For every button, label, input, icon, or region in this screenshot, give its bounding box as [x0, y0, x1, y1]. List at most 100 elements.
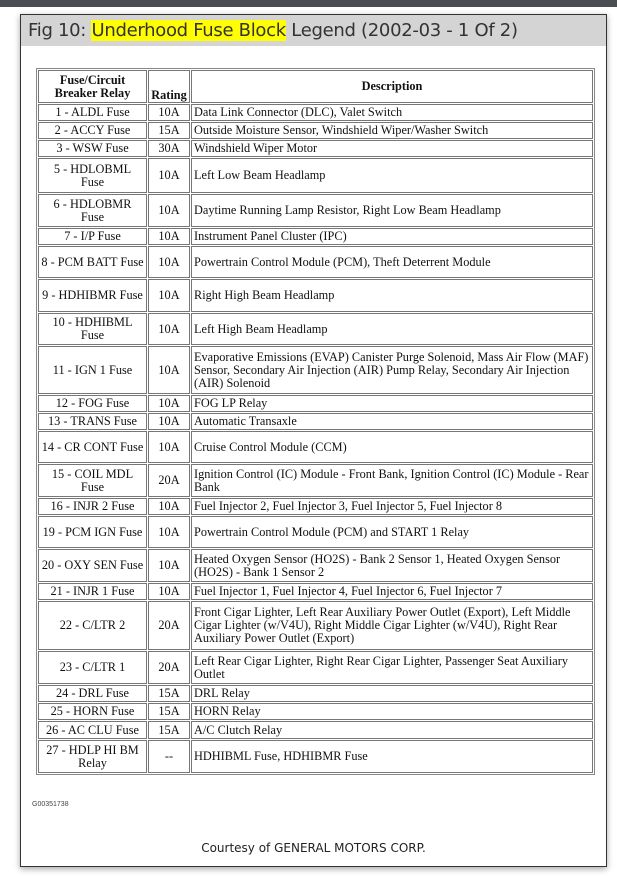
fuse-cell: 3 - WSW Fuse — [38, 140, 147, 157]
description-cell: Instrument Panel Cluster (IPC) — [191, 228, 593, 245]
description-cell: HORN Relay — [191, 703, 593, 720]
rating-cell: 10A — [148, 498, 190, 515]
table-row: 3 - WSW Fuse 30A Windshield Wiper Motor — [38, 140, 593, 157]
fuse-cell: 26 - AC CLU Fuse — [38, 721, 147, 739]
rating-cell: 15A — [148, 703, 190, 720]
top-bar — [0, 0, 617, 7]
description-cell: DRL Relay — [191, 685, 593, 702]
fuse-cell: 10 - HDHIBML Fuse — [38, 313, 147, 345]
fuse-cell: 14 - CR CONT Fuse — [38, 431, 147, 463]
header-fuse: Fuse/Circuit Breaker Relay — [38, 70, 147, 103]
rating-cell: 10A — [148, 313, 190, 345]
rating-cell: 10A — [148, 583, 190, 600]
fuse-cell: 22 - C/LTR 2 — [38, 601, 147, 650]
rating-cell: 10A — [148, 246, 190, 278]
fuse-cell: 20 - OXY SEN Fuse — [38, 549, 147, 582]
table-row: 5 - HDLOBML Fuse 10A Left Low Beam Headlam… — [38, 158, 593, 193]
table-row: 8 - PCM BATT Fuse 10A Powertrain Control M… — [38, 246, 593, 278]
rating-cell: 10A — [148, 346, 190, 394]
rating-cell: 20A — [148, 651, 190, 684]
rating-cell: 20A — [148, 464, 190, 497]
rating-cell: 10A — [148, 104, 190, 121]
description-cell: A/C Clutch Relay — [191, 721, 593, 739]
table-row: 20 - OXY SEN Fuse 10A Heated Oxygen Sensor… — [38, 549, 593, 582]
rating-cell: 10A — [148, 279, 190, 312]
table-row: 6 - HDLOBMR Fuse 10A Daytime Running Lamp … — [38, 194, 593, 227]
rating-cell: 15A — [148, 122, 190, 139]
table-row: 16 - INJR 2 Fuse 10A Fuel Injector 2, Fuel… — [38, 498, 593, 515]
title-highlight: Underhood Fuse Block — [91, 20, 286, 41]
description-cell: Evaporative Emissions (EVAP) Canister Pu… — [191, 346, 593, 394]
table-row: 9 - HDHIBMR Fuse 10A Right High Beam Headl… — [38, 279, 593, 312]
description-cell: Automatic Transaxle — [191, 413, 593, 430]
rating-cell: 10A — [148, 194, 190, 227]
rating-cell: -- — [148, 740, 190, 773]
description-cell: Ignition Control (IC) Module - Front Ban… — [191, 464, 593, 497]
fuse-legend-table: Fuse/Circuit Breaker Relay Rating Descri… — [36, 68, 595, 775]
fuse-cell: 16 - INJR 2 Fuse — [38, 498, 147, 515]
table-row: 10 - HDHIBML Fuse 10A Left High Beam Headl… — [38, 313, 593, 345]
table-row: 14 - CR CONT Fuse 10A Cruise Control Modul… — [38, 431, 593, 463]
fuse-cell: 24 - DRL Fuse — [38, 685, 147, 702]
figure-title: Fig 10: Underhood Fuse Block Legend (200… — [21, 15, 606, 46]
description-cell: Outside Moisture Sensor, Windshield Wipe… — [191, 122, 593, 139]
fuse-cell: 6 - HDLOBMR Fuse — [38, 194, 147, 227]
fuse-cell: 27 - HDLP HI BM Relay — [38, 740, 147, 773]
table-row: 15 - COIL MDL Fuse 20A Ignition Control (I… — [38, 464, 593, 497]
fuse-cell: 7 - I/P Fuse — [38, 228, 147, 245]
courtesy-text: Courtesy of GENERAL MOTORS CORP. — [201, 841, 426, 855]
rating-cell: 10A — [148, 413, 190, 430]
fuse-cell: 13 - TRANS Fuse — [38, 413, 147, 430]
table-row: 23 - C/LTR 1 20A Left Rear Cigar Lighter, … — [38, 651, 593, 684]
fuse-cell: 8 - PCM BATT Fuse — [38, 246, 147, 278]
rating-cell: 10A — [148, 228, 190, 245]
table-row: 2 - ACCY Fuse 15A Outside Moisture Sensor,… — [38, 122, 593, 139]
description-cell: Front Cigar Lighter, Left Rear Auxiliary… — [191, 601, 593, 650]
fuse-cell: 11 - IGN 1 Fuse — [38, 346, 147, 394]
rating-cell: 10A — [148, 516, 190, 548]
title-prefix: Fig 10: — [28, 20, 92, 41]
fuse-cell: 5 - HDLOBML Fuse — [38, 158, 147, 193]
table-row: 11 - IGN 1 Fuse 10A Evaporative Emissions … — [38, 346, 593, 394]
table-row: 24 - DRL Fuse 15A DRL Relay — [38, 685, 593, 702]
fuse-cell: 21 - INJR 1 Fuse — [38, 583, 147, 600]
table-row: 26 - AC CLU Fuse 15A A/C Clutch Relay — [38, 721, 593, 739]
fuse-cell: 19 - PCM IGN Fuse — [38, 516, 147, 548]
rating-cell: 30A — [148, 140, 190, 157]
fuse-cell: 2 - ACCY Fuse — [38, 122, 147, 139]
table-row: 7 - I/P Fuse 10A Instrument Panel Cluster … — [38, 228, 593, 245]
description-cell: Daytime Running Lamp Resistor, Right Low… — [191, 194, 593, 227]
fuse-cell: 9 - HDHIBMR Fuse — [38, 279, 147, 312]
table-row: 13 - TRANS Fuse 10A Automatic Transaxle — [38, 413, 593, 430]
description-cell: FOG LP Relay — [191, 395, 593, 412]
rating-cell: 15A — [148, 721, 190, 739]
fuse-cell: 23 - C/LTR 1 — [38, 651, 147, 684]
rating-cell: 20A — [148, 601, 190, 650]
figure-panel: Fig 10: Underhood Fuse Block Legend (200… — [20, 14, 607, 867]
header-description: Description — [191, 70, 593, 103]
description-cell: Heated Oxygen Sensor (HO2S) - Bank 2 Sen… — [191, 549, 593, 582]
description-cell: Powertrain Control Module (PCM) and STAR… — [191, 516, 593, 548]
table-row: 27 - HDLP HI BM Relay -- HDHIBML Fuse, HDH… — [38, 740, 593, 773]
table-row: 22 - C/LTR 2 20A Front Cigar Lighter, Left… — [38, 601, 593, 650]
rating-cell: 15A — [148, 685, 190, 702]
description-cell: Cruise Control Module (CCM) — [191, 431, 593, 463]
title-suffix: Legend (2002-03 - 1 Of 2) — [285, 20, 518, 41]
table-row: 25 - HORN Fuse 15A HORN Relay — [38, 703, 593, 720]
description-cell: HDHIBML Fuse, HDHIBMR Fuse — [191, 740, 593, 773]
figure-code: G00351738 — [32, 801, 69, 808]
description-cell: Fuel Injector 2, Fuel Injector 3, Fuel I… — [191, 498, 593, 515]
fuse-cell: 12 - FOG Fuse — [38, 395, 147, 412]
description-cell: Left Low Beam Headlamp — [191, 158, 593, 193]
description-cell: Fuel Injector 1, Fuel Injector 4, Fuel I… — [191, 583, 593, 600]
table-row: 21 - INJR 1 Fuse 10A Fuel Injector 1, Fuel… — [38, 583, 593, 600]
rating-cell: 10A — [148, 431, 190, 463]
table-row: 1 - ALDL Fuse 10A Data Link Connector (DLC… — [38, 104, 593, 121]
rating-cell: 10A — [148, 158, 190, 193]
fuse-cell: 1 - ALDL Fuse — [38, 104, 147, 121]
description-cell: Left Rear Cigar Lighter, Right Rear Ciga… — [191, 651, 593, 684]
rating-cell: 10A — [148, 395, 190, 412]
description-cell: Data Link Connector (DLC), Valet Switch — [191, 104, 593, 121]
header-rating: Rating — [148, 70, 190, 103]
table-row: 12 - FOG Fuse 10A FOG LP Relay — [38, 395, 593, 412]
